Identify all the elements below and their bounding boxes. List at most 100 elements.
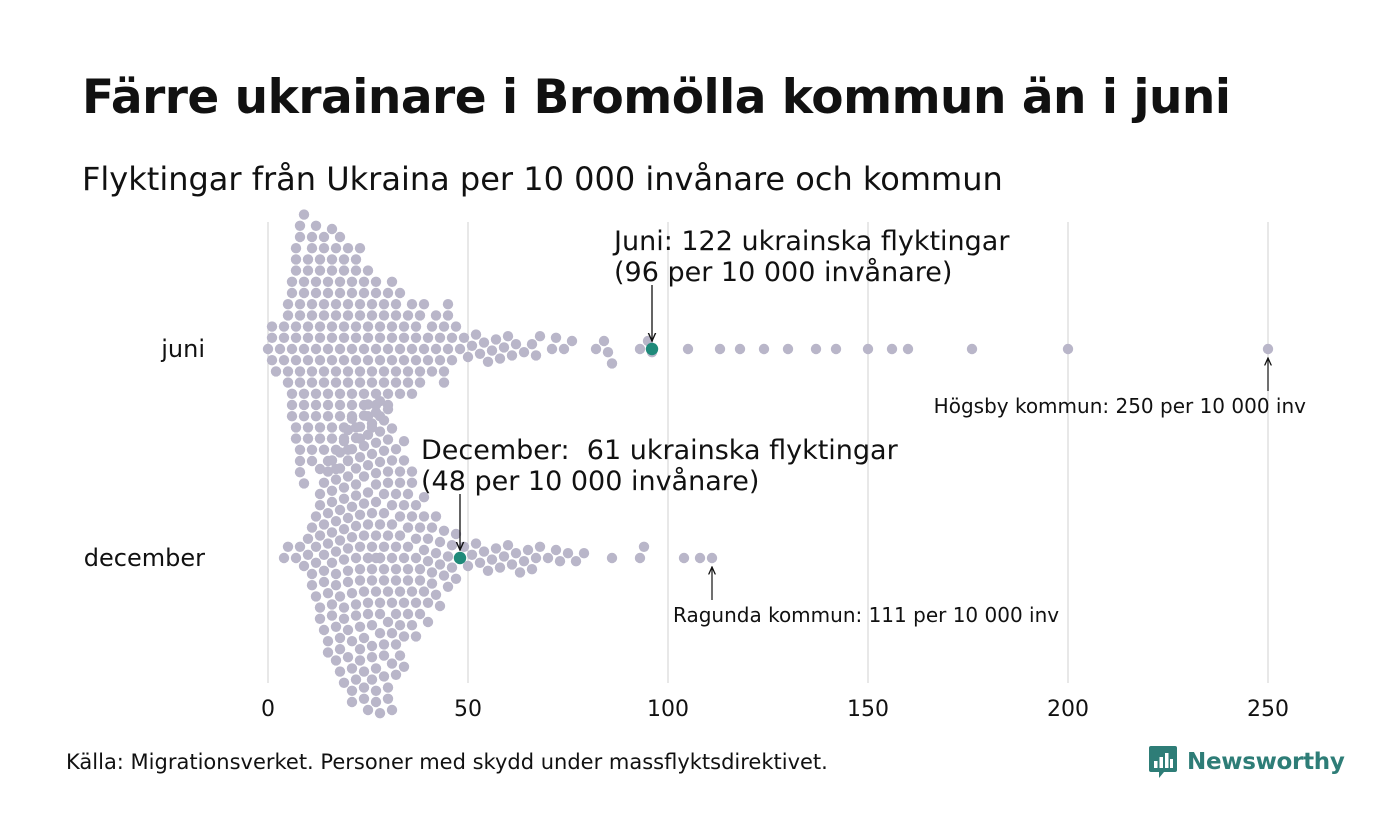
data-point <box>422 332 434 343</box>
data-point <box>426 578 438 589</box>
data-point <box>282 299 294 310</box>
data-point <box>386 658 398 669</box>
brand[interactable]: Newsworthy <box>1148 744 1345 780</box>
data-point <box>442 343 454 355</box>
data-point <box>474 557 486 568</box>
data-point <box>374 396 386 407</box>
data-point <box>374 456 386 468</box>
data-point <box>314 463 326 475</box>
data-point <box>346 501 358 512</box>
data-point <box>358 287 370 299</box>
data-point <box>342 624 354 636</box>
data-point <box>394 477 406 488</box>
data-point <box>386 552 398 564</box>
data-point <box>406 299 418 310</box>
data-point <box>430 589 442 600</box>
data-point <box>326 223 338 235</box>
newsworthy-logo-icon <box>1149 746 1177 778</box>
data-point <box>966 343 978 355</box>
data-point <box>350 332 362 343</box>
data-point <box>374 608 386 620</box>
data-point <box>374 426 386 437</box>
data-point <box>310 541 322 552</box>
data-point <box>782 343 794 355</box>
data-point <box>338 254 350 265</box>
data-point <box>350 479 362 490</box>
data-point <box>474 348 486 359</box>
data-point <box>314 613 326 624</box>
data-point <box>426 321 438 332</box>
data-point <box>478 546 490 557</box>
data-point <box>406 511 418 522</box>
data-point <box>362 487 374 498</box>
data-point <box>634 343 646 355</box>
data-point <box>322 636 334 647</box>
data-point <box>490 543 502 554</box>
data-point <box>326 610 338 621</box>
data-point <box>294 231 306 243</box>
data-point <box>346 444 358 455</box>
data-point <box>438 366 450 377</box>
data-point <box>346 388 358 399</box>
data-point <box>306 310 318 321</box>
data-point <box>394 511 406 522</box>
data-point <box>402 564 414 575</box>
data-point <box>374 519 386 530</box>
data-point <box>366 541 378 552</box>
data-point <box>290 265 302 276</box>
data-point <box>322 588 334 599</box>
data-point <box>318 624 330 636</box>
data-point <box>342 366 354 377</box>
data-point <box>342 565 354 576</box>
data-point <box>362 355 374 366</box>
data-point <box>306 522 318 533</box>
data-point <box>506 350 518 361</box>
data-point <box>498 342 510 353</box>
data-point <box>394 530 406 541</box>
data-point <box>406 343 418 355</box>
data-point <box>322 343 334 355</box>
data-point <box>346 532 358 543</box>
data-point <box>398 552 410 564</box>
data-point <box>506 559 518 570</box>
data-point <box>326 557 338 568</box>
data-point <box>318 377 330 388</box>
data-point <box>354 243 366 254</box>
data-point <box>346 399 358 411</box>
data-point <box>294 444 306 455</box>
data-point <box>310 388 322 399</box>
data-point <box>486 554 498 565</box>
data-point <box>358 693 370 704</box>
data-point <box>330 310 342 321</box>
data-point <box>390 488 402 500</box>
data-point <box>326 355 338 366</box>
data-point <box>382 434 394 445</box>
data-point <box>330 243 342 254</box>
data-point <box>322 388 334 399</box>
chart-title: Färre ukrainare i Bromölla kommun än i j… <box>82 70 1231 125</box>
data-point <box>294 455 306 467</box>
data-point <box>358 682 370 693</box>
data-point <box>330 516 342 527</box>
data-point <box>298 411 310 422</box>
data-point <box>310 276 322 287</box>
data-point <box>398 631 410 642</box>
data-point <box>270 366 282 377</box>
data-point <box>382 466 394 477</box>
data-point <box>370 696 382 708</box>
row-label-juni: juni <box>160 335 205 363</box>
data-point <box>302 254 314 265</box>
data-point <box>274 343 286 355</box>
data-point <box>394 466 406 477</box>
data-point <box>318 549 330 560</box>
data-point <box>466 340 478 351</box>
data-point <box>358 498 370 509</box>
data-point <box>310 591 322 602</box>
data-point <box>378 650 390 661</box>
data-point <box>286 411 298 422</box>
data-point <box>410 533 422 544</box>
data-point <box>374 355 386 366</box>
data-point <box>606 552 618 564</box>
data-point <box>378 488 390 500</box>
data-point <box>298 560 310 572</box>
